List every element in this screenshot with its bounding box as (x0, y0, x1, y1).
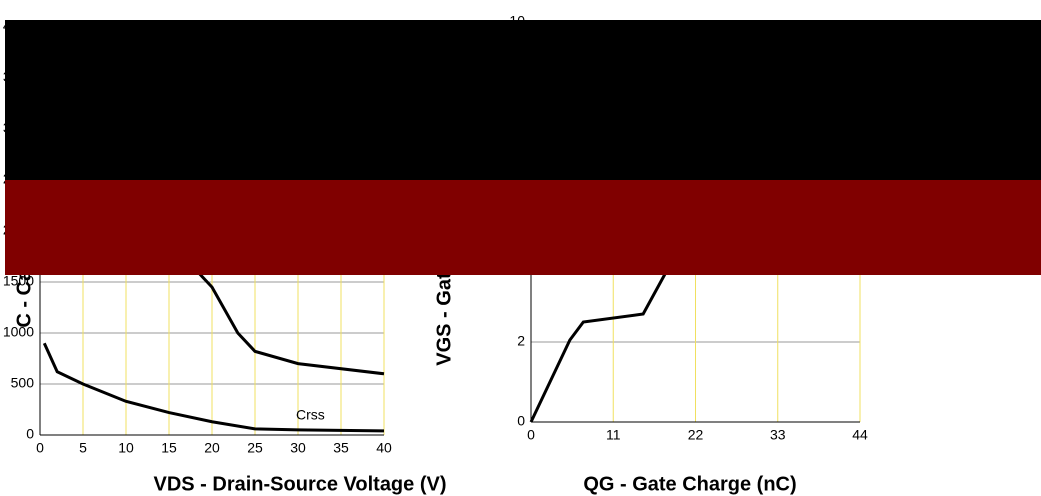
y-tick-label: 500 (11, 375, 35, 391)
x-tick-label: 20 (204, 440, 220, 456)
x-tick-label: 5 (79, 440, 87, 456)
x-tick-label: 0 (36, 440, 44, 456)
x-axis-title: VDS - Drain-Source Voltage (V) (153, 473, 446, 495)
x-tick-label: 35 (333, 440, 349, 456)
y-tick-label: 2 (517, 333, 525, 349)
series-line (42, 342, 385, 433)
x-tick-label: 11 (606, 427, 621, 443)
x-axis-title: QG - Gate Charge (nC) (583, 473, 796, 495)
x-tick-label: 22 (688, 427, 704, 443)
y-tick-label: 1500 (3, 273, 34, 289)
red-block (5, 180, 1041, 275)
y-tick-label: 0 (26, 426, 34, 442)
x-tick-label: 40 (376, 440, 392, 456)
x-tick-label: 44 (852, 427, 868, 443)
x-tick-label: 33 (770, 427, 786, 443)
x-tick-label: 25 (247, 440, 263, 456)
black-block (5, 20, 1041, 185)
y-tick-label: 0 (517, 413, 525, 429)
x-tick-label: 0 (527, 427, 535, 443)
x-tick-label: 30 (290, 440, 306, 456)
x-tick-label: 10 (118, 440, 134, 456)
series-label: Crss (296, 407, 325, 423)
x-tick-label: 15 (161, 440, 177, 456)
y-tick-label: 1000 (3, 324, 34, 340)
